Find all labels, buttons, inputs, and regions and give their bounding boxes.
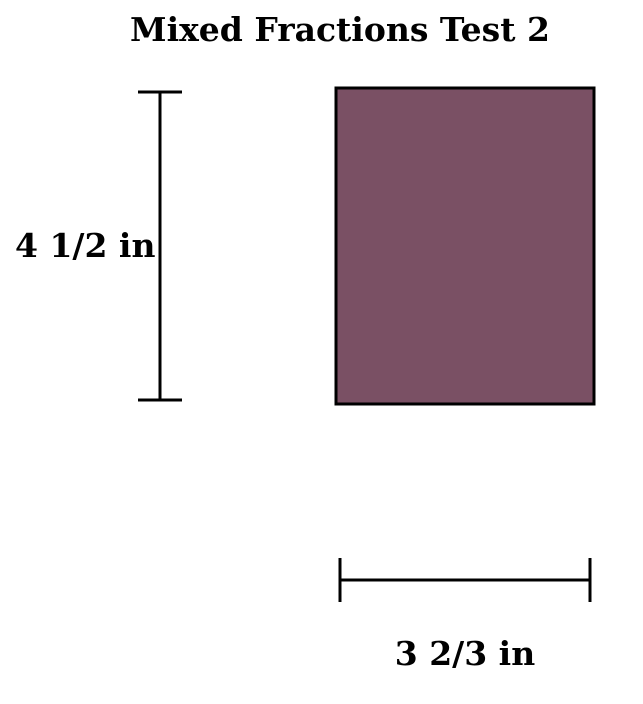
width-label: 3 2/3 in <box>394 634 536 673</box>
page-title: Mixed Fractions Test 2 <box>130 10 550 49</box>
rectangle-shape <box>334 86 596 406</box>
height-dimension-marker <box>138 90 182 402</box>
width-dimension-marker <box>338 558 592 602</box>
height-label: 4 1/2 in <box>15 226 156 265</box>
